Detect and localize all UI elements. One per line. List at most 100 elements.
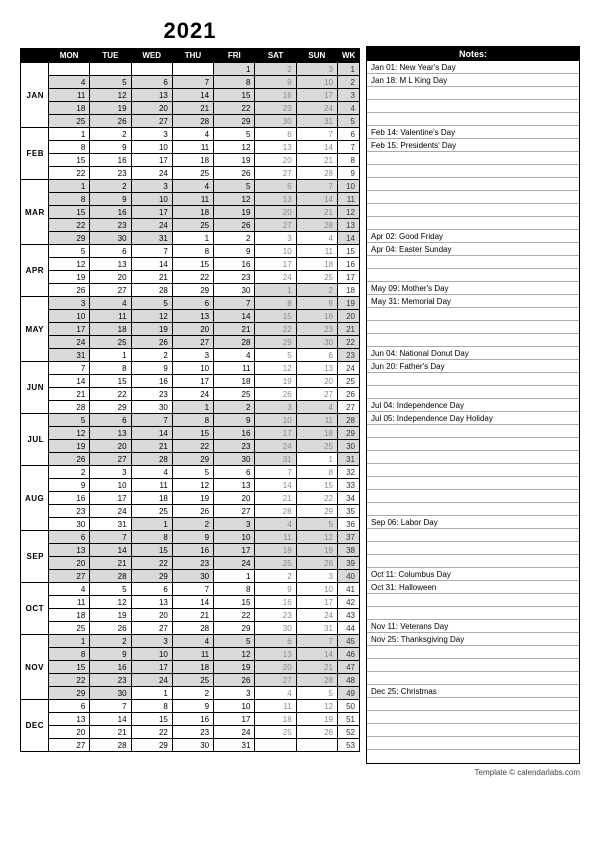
day-cell: 22 bbox=[131, 557, 172, 570]
day-cell: 14 bbox=[90, 544, 131, 557]
week-row: 3112345623 bbox=[21, 349, 360, 362]
day-cell: 15 bbox=[172, 427, 213, 440]
note-line bbox=[367, 178, 579, 191]
week-number: 45 bbox=[338, 635, 360, 648]
day-cell: 8 bbox=[131, 531, 172, 544]
week-row: 2021222324252652 bbox=[21, 726, 360, 739]
day-cell: 16 bbox=[90, 206, 131, 219]
day-cell: 13 bbox=[214, 479, 255, 492]
day-cell bbox=[49, 63, 90, 76]
day-cell: 15 bbox=[49, 206, 90, 219]
day-cell: 20 bbox=[90, 271, 131, 284]
week-row: 111213141516173 bbox=[21, 89, 360, 102]
note-line bbox=[367, 711, 579, 724]
day-cell: 17 bbox=[214, 544, 255, 557]
week-number: 13 bbox=[338, 219, 360, 232]
note-line bbox=[367, 646, 579, 659]
note-line bbox=[367, 659, 579, 672]
day-cell: 6 bbox=[131, 583, 172, 596]
day-cell: 8 bbox=[214, 76, 255, 89]
day-cell: 15 bbox=[49, 154, 90, 167]
day-cell: 29 bbox=[214, 622, 255, 635]
day-cell: 22 bbox=[90, 388, 131, 401]
header-row: MON TUE WED THU FRI SAT SUN WK bbox=[21, 49, 360, 63]
day-cell: 2 bbox=[49, 466, 90, 479]
note-line: Feb 15: Presidents' Day bbox=[367, 139, 579, 152]
week-number: 8 bbox=[338, 154, 360, 167]
week-number: 50 bbox=[338, 700, 360, 713]
week-number: 27 bbox=[338, 401, 360, 414]
note-line bbox=[367, 490, 579, 503]
wk-hdr: WK bbox=[338, 49, 360, 63]
day-cell: 15 bbox=[49, 661, 90, 674]
day-cell: 30 bbox=[255, 622, 296, 635]
day-cell: 8 bbox=[172, 245, 213, 258]
week-row: 1112131415161742 bbox=[21, 596, 360, 609]
day-cell: 28 bbox=[296, 167, 337, 180]
day-cell: 4 bbox=[49, 76, 90, 89]
day-cell: 18 bbox=[172, 154, 213, 167]
calendar-table: MON TUE WED THU FRI SAT SUN WK JAN123145… bbox=[20, 48, 360, 752]
day-cell: 6 bbox=[255, 635, 296, 648]
week-row: 2122232425262726 bbox=[21, 388, 360, 401]
day-cell: 5 bbox=[172, 466, 213, 479]
note-line: Oct 11: Columbus Day bbox=[367, 568, 579, 581]
day-cell: 22 bbox=[172, 440, 213, 453]
day-cell: 6 bbox=[172, 297, 213, 310]
week-row: 262728293031131 bbox=[21, 453, 360, 466]
day-cell: 9 bbox=[131, 362, 172, 375]
day-cell: 30 bbox=[172, 570, 213, 583]
day-cell: 22 bbox=[214, 609, 255, 622]
day-cell: 9 bbox=[49, 479, 90, 492]
day-cell: 8 bbox=[49, 141, 90, 154]
note-line bbox=[367, 191, 579, 204]
week-row: 29301234549 bbox=[21, 687, 360, 700]
day-cell: 9 bbox=[90, 648, 131, 661]
day-cell: 25 bbox=[296, 440, 337, 453]
day-cell: 9 bbox=[255, 76, 296, 89]
month-label: SEP bbox=[21, 531, 49, 583]
day-cell: 16 bbox=[296, 310, 337, 323]
day-cell: 28 bbox=[131, 453, 172, 466]
day-cell: 5 bbox=[131, 297, 172, 310]
note-line bbox=[367, 100, 579, 113]
day-cell: 6 bbox=[90, 245, 131, 258]
day-cell: 2 bbox=[172, 687, 213, 700]
day-cell: 27 bbox=[131, 115, 172, 128]
day-cell: 16 bbox=[172, 544, 213, 557]
day-cell: 29 bbox=[131, 570, 172, 583]
day-cell: 7 bbox=[296, 635, 337, 648]
day-cell: 6 bbox=[214, 466, 255, 479]
day-cell: 10 bbox=[131, 648, 172, 661]
day-cell: 9 bbox=[255, 583, 296, 596]
week-number: 28 bbox=[338, 414, 360, 427]
note-line: Dec 25: Christmas bbox=[367, 685, 579, 698]
day-cell: 15 bbox=[131, 544, 172, 557]
week-number: 36 bbox=[338, 518, 360, 531]
week-number: 49 bbox=[338, 687, 360, 700]
week-row: 89101112131411 bbox=[21, 193, 360, 206]
note-line bbox=[367, 425, 579, 438]
day-cell: 9 bbox=[90, 193, 131, 206]
day-cell: 19 bbox=[90, 609, 131, 622]
day-cell: 21 bbox=[296, 154, 337, 167]
day-cell: 9 bbox=[90, 141, 131, 154]
day-cell: 22 bbox=[131, 726, 172, 739]
day-cell: 27 bbox=[90, 284, 131, 297]
day-cell: 11 bbox=[172, 193, 213, 206]
day-cell: 20 bbox=[255, 154, 296, 167]
week-row: 2324252627282935 bbox=[21, 505, 360, 518]
day-cell: 23 bbox=[49, 505, 90, 518]
day-cell: 19 bbox=[131, 323, 172, 336]
day-cell: 7 bbox=[296, 128, 337, 141]
day-cell: 8 bbox=[90, 362, 131, 375]
day-cell: 1 bbox=[214, 570, 255, 583]
day-cell: 9 bbox=[296, 297, 337, 310]
day-cell bbox=[255, 739, 296, 752]
note-line: Feb 14: Valentine's Day bbox=[367, 126, 579, 139]
day-cell: 27 bbox=[255, 219, 296, 232]
day-cell: 23 bbox=[255, 609, 296, 622]
week-row: JAN1231 bbox=[21, 63, 360, 76]
day-cell: 28 bbox=[255, 505, 296, 518]
day-cell: 31 bbox=[90, 518, 131, 531]
